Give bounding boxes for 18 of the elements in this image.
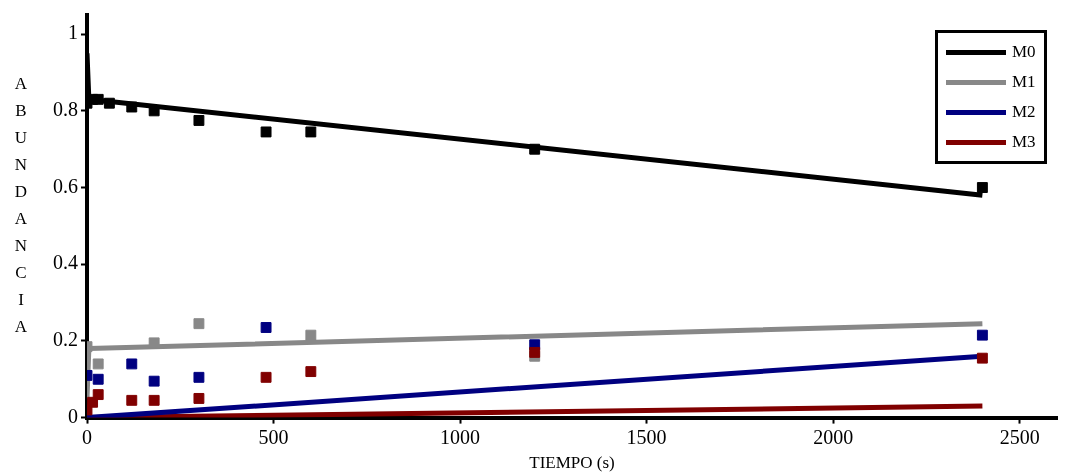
x-tick-label: 0 <box>82 425 92 448</box>
x-tick-label: 2000 <box>813 425 854 448</box>
text: ABUNDANCIA <box>14 74 28 336</box>
legend-label: M3 <box>1012 132 1036 152</box>
x-tick-label: 1000 <box>440 425 481 448</box>
legend-label: M2 <box>1012 102 1036 122</box>
y-tick-label: 1 <box>68 21 78 44</box>
legend-label: M0 <box>1012 42 1036 62</box>
y-tick-label: 0.6 <box>53 174 78 197</box>
y-tick-label: 0.2 <box>53 328 78 351</box>
x-tick-label: 2500 <box>999 425 1040 448</box>
legend-label: M1 <box>1012 72 1036 92</box>
x-tick-label: 500 <box>258 425 289 448</box>
y-tick-label: 0.4 <box>53 251 78 274</box>
x-tick-label: 1500 <box>626 425 667 448</box>
y-tick-label: 0.8 <box>53 98 78 121</box>
x-axis-title: TIEMPO (s) <box>529 453 615 473</box>
y-tick-label: 0 <box>68 404 78 427</box>
